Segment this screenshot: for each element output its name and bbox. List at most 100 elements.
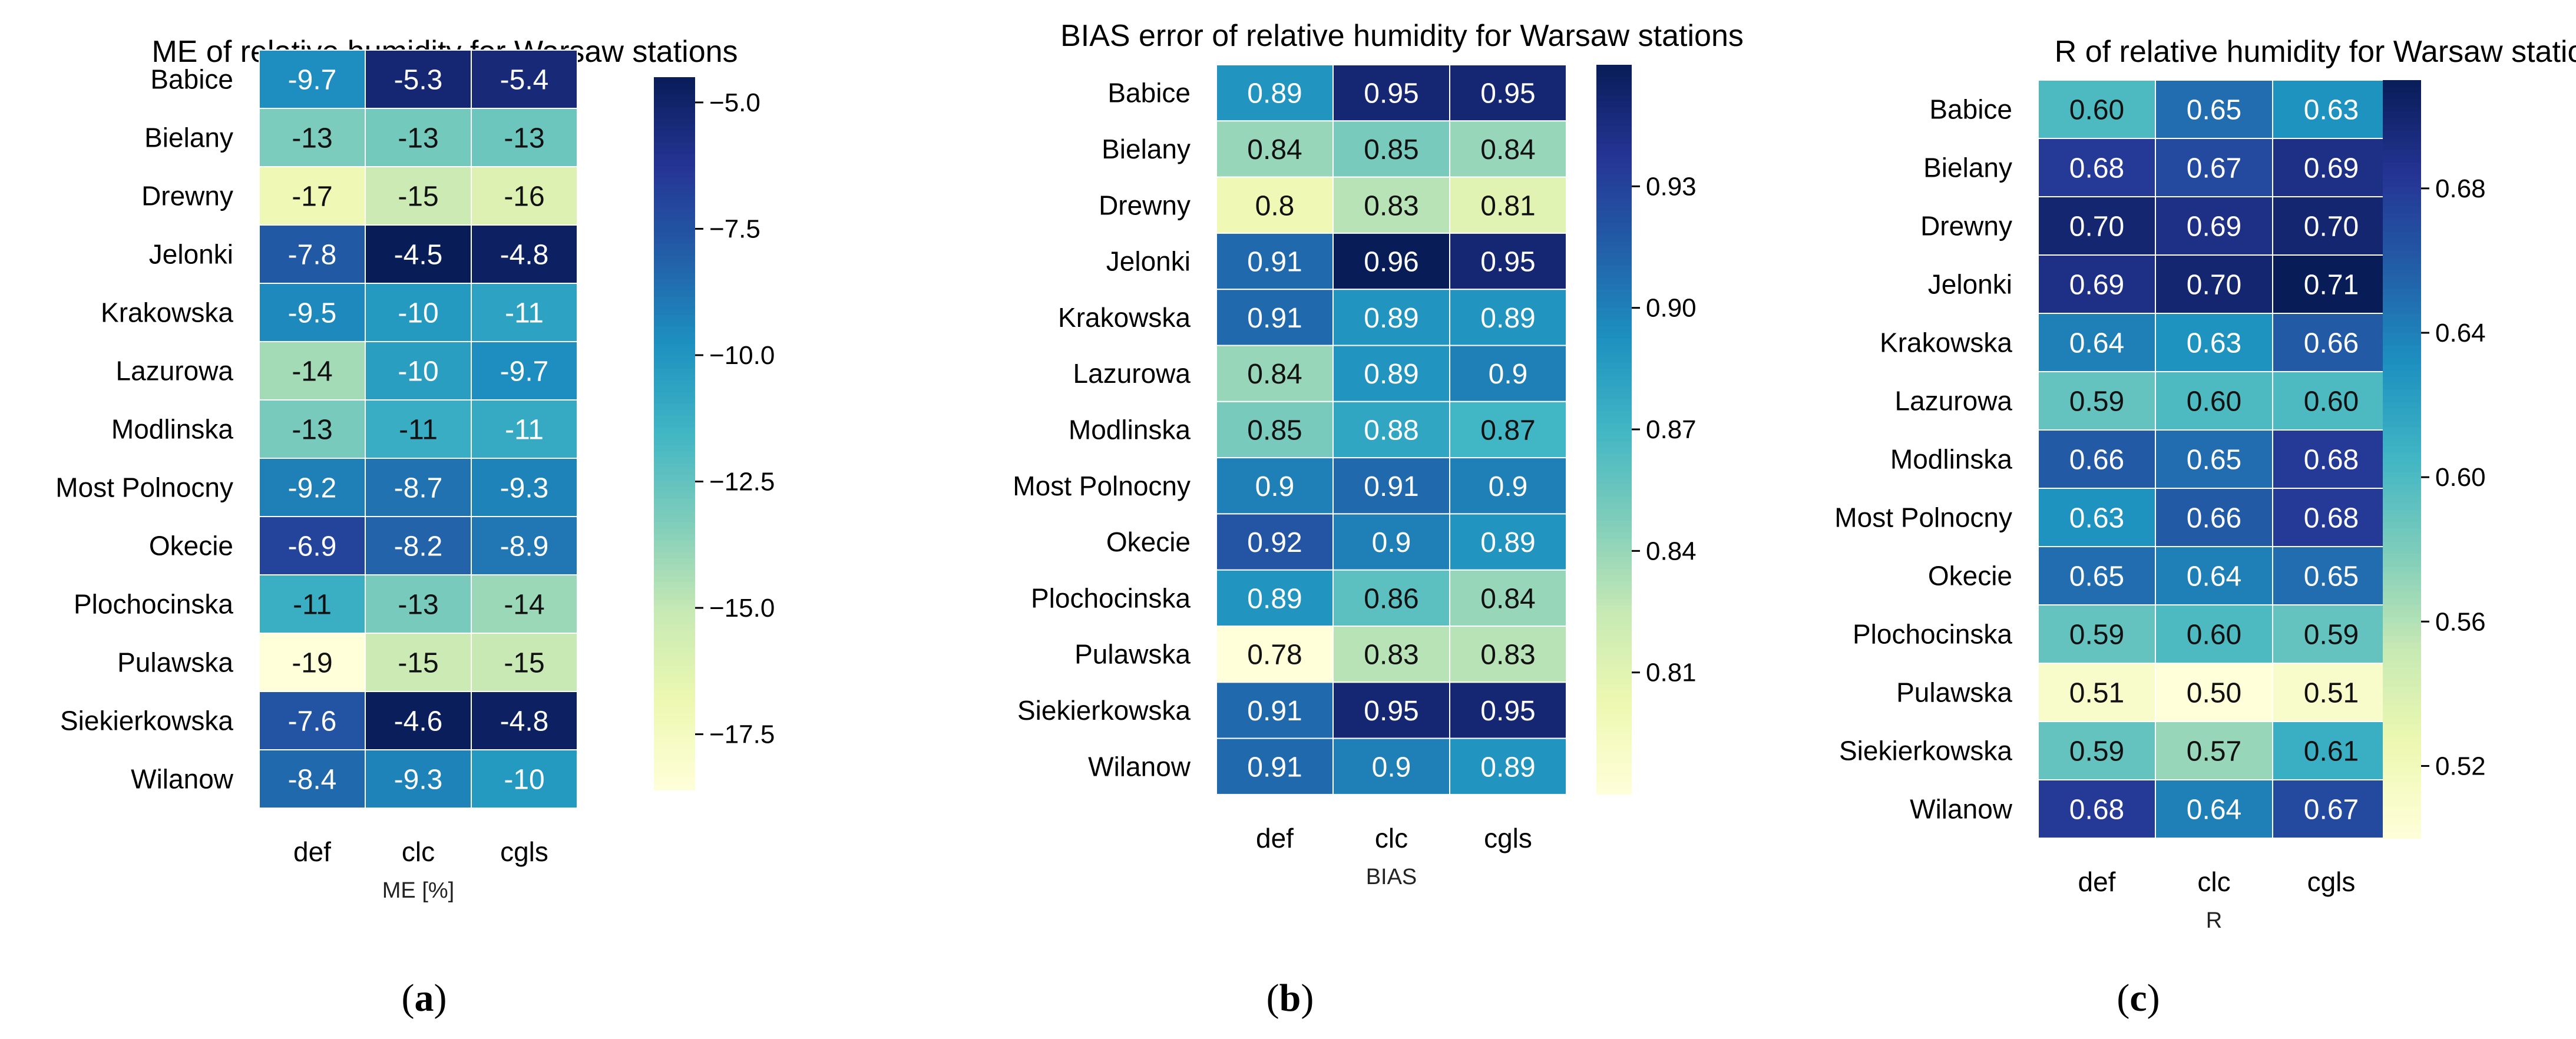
heatmap-cell-siekierkowska-cgls: [471, 691, 578, 750]
heatmap-cell-wilanow-cgls: [2272, 779, 2390, 839]
heatmap-cell-pulawska-clc: [1332, 626, 1450, 683]
colorbar-segment: [1596, 496, 1632, 503]
panel-label-b: (b): [1266, 977, 1314, 1020]
colorbar-segment: [1596, 739, 1632, 746]
colorbar-segment: [1596, 296, 1632, 303]
heatmap-cell-jelonki-def: [1216, 232, 1334, 290]
colorbar-segment: [654, 368, 695, 375]
cell-value-label: 0.84: [1480, 583, 1535, 614]
cell-value-label: 0.50: [2187, 678, 2241, 709]
cell-value-label: 0.81: [1480, 190, 1535, 221]
cell-value-label: 0.83: [1364, 190, 1418, 221]
colorbar-segment: [654, 196, 695, 203]
colorbar-tick-label: 0.81: [1646, 659, 1697, 687]
column-label-def: def: [1256, 823, 1294, 853]
colorbar-segment: [1596, 71, 1632, 78]
colorbar-segment: [1596, 776, 1632, 783]
colorbar-segment: [654, 629, 695, 636]
colorbar-segment: [1596, 417, 1632, 424]
colorbar-segment: [654, 588, 695, 595]
cell-value-label: -8.7: [394, 473, 443, 504]
cell-value-label: -10: [398, 298, 438, 329]
colorbar-segment: [2383, 137, 2421, 144]
column-label-clc: clc: [402, 836, 435, 867]
cell-value-label: 0.89: [1480, 752, 1535, 783]
cell-value-label: -15: [504, 648, 544, 679]
cell-value-label: 0.84: [1247, 359, 1302, 390]
heatmap-cell-pulawska-cgls: [471, 633, 578, 692]
colorbar-segment: [1596, 234, 1632, 242]
cell-value-label: -4.8: [500, 240, 549, 271]
colorbar-segment: [1596, 454, 1632, 461]
colorbar-segment: [1596, 532, 1632, 540]
cell-value-label: -9.3: [500, 473, 549, 504]
cell-value-label: -19: [292, 648, 332, 679]
heatmap-cell-krakowska-cgls: [1449, 289, 1567, 346]
cell-value-label: 0.63: [2304, 95, 2359, 126]
colorbar-segment: [654, 677, 695, 684]
colorbar-segment: [2383, 724, 2421, 732]
colorbar-segment: [654, 552, 695, 559]
colorbar-segment: [654, 356, 695, 363]
heatmap-cell-plochocinska-def: [2038, 604, 2156, 664]
colorbar-segment: [654, 582, 695, 589]
colorbar-segment: [1596, 593, 1632, 600]
heatmap-cell-lazurowa-cgls: [2272, 371, 2390, 431]
colorbar-segment: [654, 279, 695, 286]
heatmap-cell-jelonki-cgls: [471, 224, 578, 284]
heatmap-cell-okecie-def: [259, 516, 366, 575]
colorbar-segment: [654, 724, 695, 732]
colorbar-segment: [654, 730, 695, 737]
colorbar-segment: [654, 421, 695, 428]
row-label-jelonki: Jelonki: [1106, 246, 1191, 277]
colorbar-segment: [1596, 186, 1632, 193]
cell-value-label: -10: [504, 765, 544, 796]
colorbar-tick-label: 0.84: [1646, 537, 1697, 565]
colorbar-segment: [654, 166, 695, 173]
colorbar-segment: [654, 427, 695, 434]
colorbar-segment: [2383, 225, 2421, 233]
colorbar-segment: [1596, 320, 1632, 327]
row-label-siekierkowska: Siekierkowska: [1017, 695, 1191, 726]
colorbar-segment: [654, 665, 695, 672]
colorbar-segment: [654, 754, 695, 761]
colorbar-segment: [2383, 301, 2421, 309]
cell-value-label: -11: [293, 590, 332, 621]
cell-value-label: -13: [398, 590, 438, 621]
colorbar-segment: [1596, 557, 1632, 564]
colorbar-segment: [1596, 180, 1632, 187]
colorbar-segment: [654, 380, 695, 387]
colorbar-segment: [2383, 787, 2421, 795]
cell-value-label: -15: [398, 181, 438, 213]
heatmaps-group: ME of relative humidity for Warsaw stati…: [55, 19, 2576, 933]
colorbar-segment: [2383, 598, 2421, 605]
colorbar-segment: [2383, 440, 2421, 448]
colorbar-segment: [1596, 520, 1632, 528]
cell-value-label: -7.8: [288, 240, 337, 271]
colorbar-segment: [2383, 667, 2421, 675]
heatmap-cell-babice-cgls: [471, 49, 578, 109]
row-label-babice: Babice: [1929, 94, 2012, 125]
colorbar-segment: [654, 475, 695, 482]
cell-value-label: 0.60: [2069, 95, 2124, 126]
colorbar-segment: [1596, 472, 1632, 479]
colorbar-segment: [2383, 712, 2421, 719]
colorbar-segment: [1596, 247, 1632, 254]
colorbar-segment: [654, 511, 695, 518]
colorbar-segment: [2383, 124, 2421, 131]
colorbar-segment: [654, 777, 695, 785]
colorbar-segment: [1596, 654, 1632, 661]
colorbar-segment: [1596, 271, 1632, 279]
colorbar-segment: [654, 112, 695, 120]
cell-value-label: -5.3: [394, 65, 443, 96]
cell-value-label: 0.89: [1480, 303, 1535, 334]
colorbar-segment: [654, 600, 695, 607]
colorbar-segment: [1596, 302, 1632, 309]
cell-value-label: 0.59: [2069, 736, 2124, 767]
colorbar-segment: [654, 457, 695, 464]
colorbar-segment: [2383, 560, 2421, 567]
heatmap-cell-jelonki-clc: [2155, 254, 2273, 314]
colorbar-segment: [2383, 541, 2421, 548]
colorbar-segment: [2383, 194, 2421, 201]
colorbar-segment: [2383, 554, 2421, 561]
